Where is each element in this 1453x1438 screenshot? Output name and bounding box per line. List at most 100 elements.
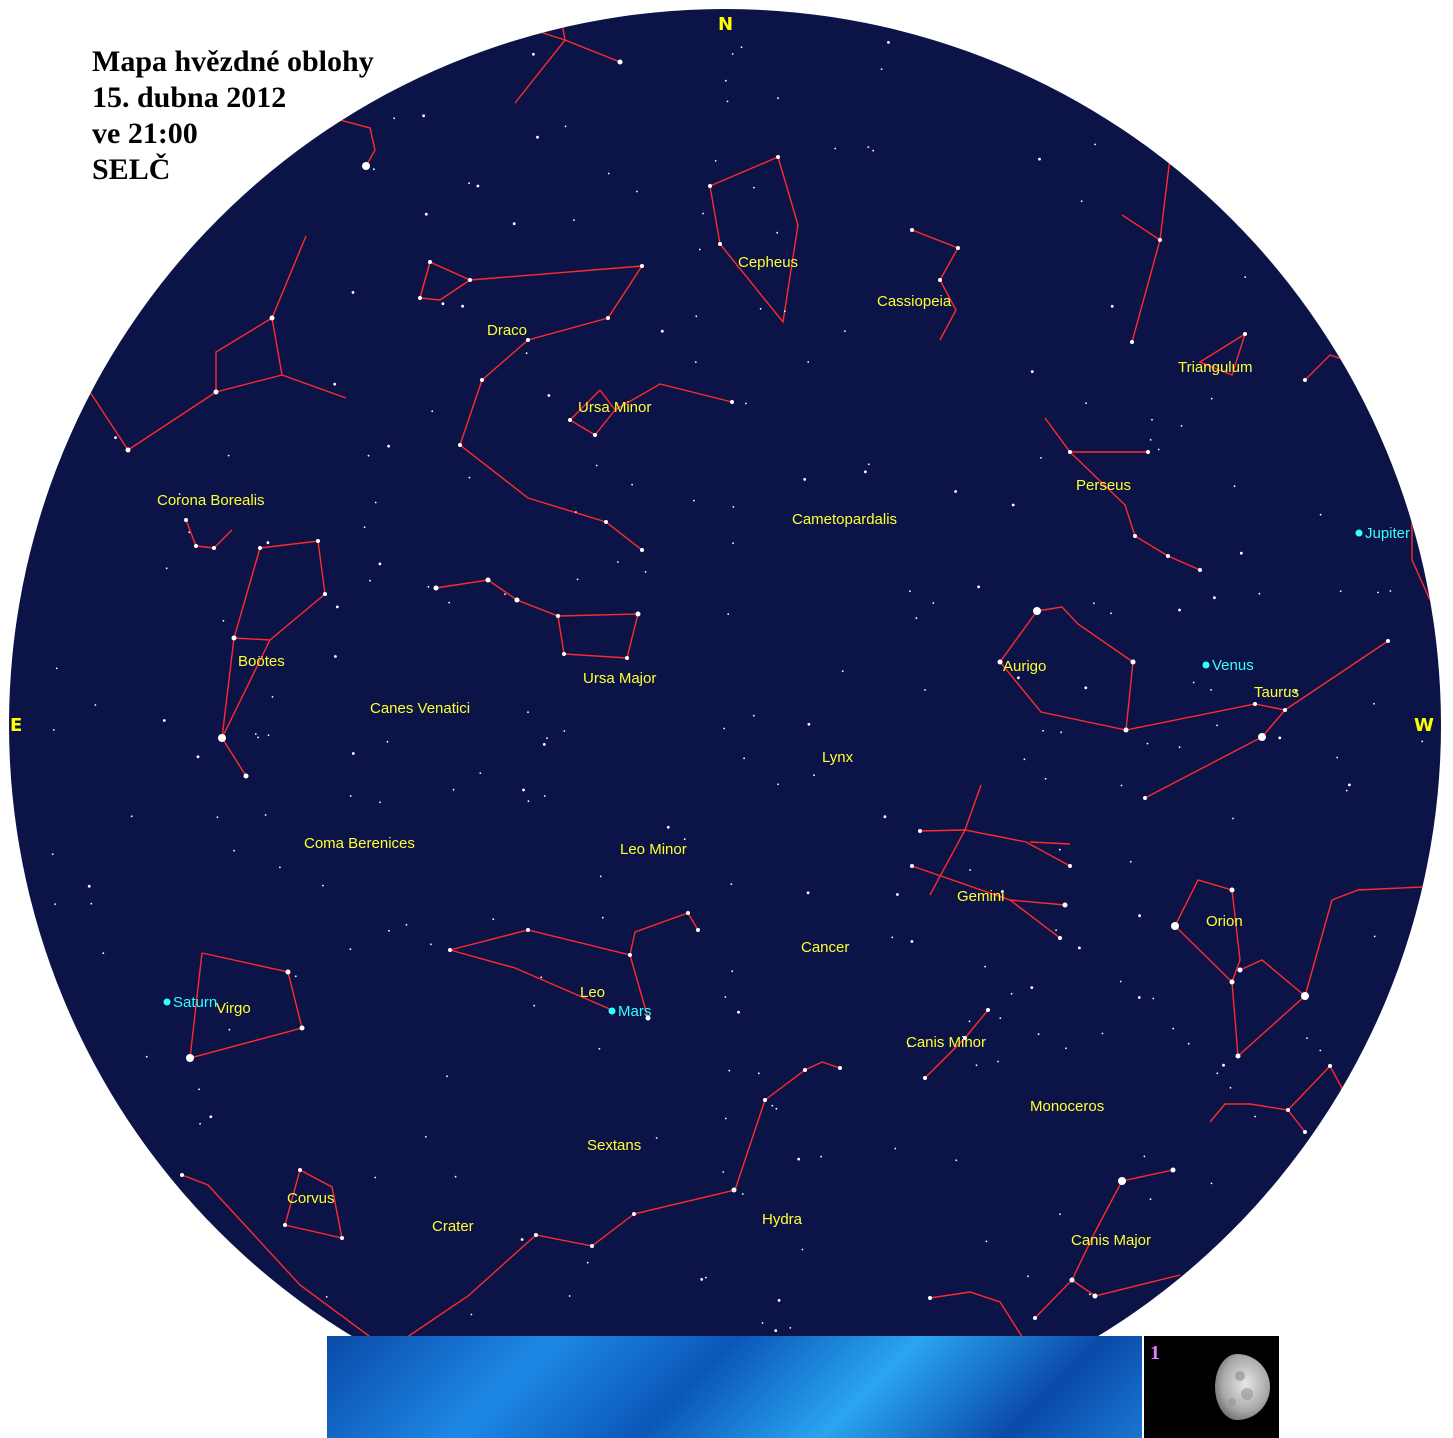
- direction-east: E: [10, 715, 22, 736]
- star: [428, 260, 432, 264]
- star: [1157, 448, 1160, 451]
- star: [546, 737, 548, 739]
- star: [731, 970, 734, 973]
- star: [1373, 935, 1376, 938]
- star: [323, 592, 327, 596]
- star: [264, 814, 267, 816]
- star: [1294, 689, 1298, 693]
- star: [1373, 702, 1375, 705]
- star: [924, 689, 926, 691]
- star: [771, 1104, 774, 1107]
- star: [454, 1175, 457, 1178]
- star: [1180, 425, 1183, 427]
- star: [258, 546, 262, 550]
- star: [543, 795, 546, 797]
- star: [1178, 746, 1181, 749]
- star: [374, 501, 377, 504]
- star: [422, 114, 425, 118]
- star: [1133, 534, 1137, 538]
- star: [1143, 796, 1147, 800]
- star: [1044, 777, 1047, 780]
- constellation-line: [233, 547, 261, 639]
- star: [1235, 1053, 1241, 1059]
- star: [1119, 980, 1122, 983]
- star: [761, 1322, 764, 1324]
- sky-disc: [9, 9, 1441, 1438]
- star: [918, 829, 922, 833]
- star: [536, 135, 539, 139]
- star: [1030, 370, 1034, 373]
- stars: [51, 41, 1424, 1370]
- star: [820, 1155, 822, 1158]
- star: [726, 100, 729, 103]
- star: [1033, 1316, 1037, 1320]
- star: [431, 410, 434, 413]
- star: [1237, 967, 1243, 973]
- star: [1129, 860, 1132, 863]
- star: [1229, 887, 1235, 893]
- star: [1149, 439, 1152, 441]
- star: [1138, 914, 1141, 918]
- star: [737, 1010, 740, 1014]
- constellation-label-crater: Crater: [432, 1218, 474, 1235]
- map-title: Mapa hvězdné oblohy 15. dubna 2012 ve 21…: [92, 44, 374, 188]
- star: [632, 1212, 636, 1216]
- constellation-line: [127, 235, 307, 451]
- star: [625, 656, 629, 660]
- star: [1229, 979, 1235, 985]
- star: [418, 296, 422, 300]
- star: [441, 302, 445, 306]
- star: [595, 464, 598, 467]
- moon-phase-panel: 1: [1144, 1336, 1279, 1438]
- star: [1017, 676, 1020, 680]
- star: [209, 1115, 213, 1119]
- constellation-line: [449, 949, 613, 1011]
- star: [969, 869, 971, 871]
- star: [1233, 485, 1236, 488]
- star: [1213, 596, 1216, 600]
- star: [222, 620, 225, 622]
- star: [894, 1147, 897, 1150]
- star: [1178, 608, 1181, 612]
- star: [834, 147, 837, 150]
- star: [984, 965, 986, 968]
- star: [910, 228, 914, 232]
- star: [527, 711, 529, 714]
- star: [1284, 688, 1287, 691]
- star: [1210, 397, 1213, 400]
- star: [864, 470, 867, 474]
- star: [369, 579, 371, 582]
- star: [298, 1168, 302, 1172]
- star: [54, 903, 57, 905]
- star: [1130, 340, 1134, 344]
- star: [1143, 1155, 1146, 1158]
- star: [1120, 784, 1123, 787]
- star: [299, 1025, 305, 1031]
- star: [694, 361, 697, 363]
- star: [1389, 590, 1392, 592]
- star: [1040, 457, 1042, 459]
- star: [666, 825, 670, 829]
- star: [1306, 1037, 1308, 1039]
- constellation-label-canes-venatici: Canes Venatici: [370, 700, 470, 717]
- star: [718, 242, 722, 246]
- star: [997, 1060, 999, 1063]
- star: [604, 520, 608, 524]
- star: [51, 853, 54, 855]
- star: [333, 382, 337, 386]
- star: [470, 1313, 473, 1316]
- star: [90, 902, 93, 905]
- star: [774, 1329, 778, 1332]
- planet-dot-mars: [608, 1007, 616, 1015]
- star: [607, 172, 610, 175]
- star: [576, 578, 579, 581]
- star: [731, 53, 734, 55]
- star: [349, 795, 352, 797]
- constellation-label-leo-minor: Leo Minor: [620, 841, 687, 858]
- star: [1152, 997, 1155, 1000]
- star: [254, 733, 257, 735]
- constellation-line: [929, 1291, 1043, 1369]
- star: [1229, 1086, 1232, 1089]
- star: [556, 614, 560, 618]
